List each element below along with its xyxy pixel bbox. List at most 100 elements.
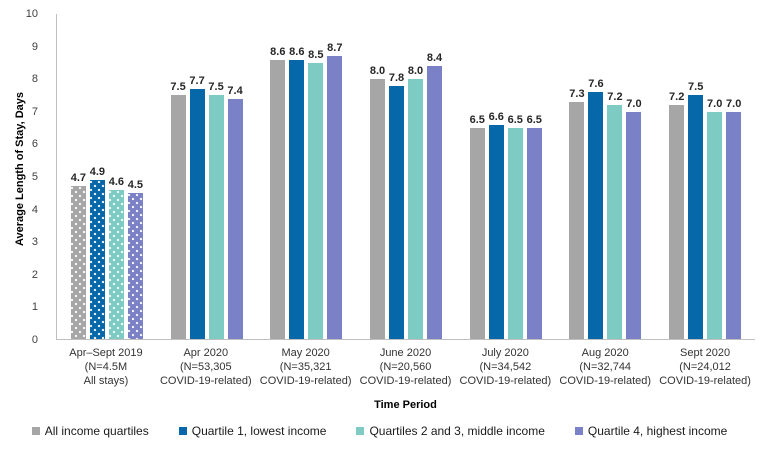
bar-value-label: 8.5 bbox=[308, 48, 324, 61]
y-tick-label: 3 bbox=[31, 236, 38, 249]
x-category-label-line: COVID-19-related) bbox=[659, 374, 751, 387]
bar: 7.0 bbox=[726, 98, 741, 339]
bar: 4.7 bbox=[71, 172, 86, 339]
bar-value-label: 8.7 bbox=[327, 42, 343, 55]
legend-label: Quartile 1, lowest income bbox=[191, 424, 327, 438]
legend-label: Quartiles 2 and 3, middle income bbox=[369, 424, 545, 438]
plot-area: 4.7 4.9 4.6 4.5 7.5 7.7 7.5 7.4 8.6 8.6 8.5 8.7 8.0 7… bbox=[56, 14, 755, 340]
bar-value-label: 6.5 bbox=[507, 113, 523, 126]
bar: 6.5 bbox=[470, 114, 485, 339]
bar-value-label: 8.4 bbox=[426, 52, 443, 64]
bar: 7.0 bbox=[626, 98, 642, 339]
y-tick-label: 10 bbox=[25, 8, 38, 20]
x-category-label-line: (N=24,012 bbox=[679, 360, 731, 373]
x-category-label-line: Aug 2020 bbox=[581, 347, 629, 359]
x-category-label: May 2020 (N=35,321 COVID-19-related) bbox=[256, 347, 356, 389]
x-category-label: Apr–Sept 2019 (N=4.5M All stays) bbox=[56, 347, 156, 389]
bar-value-label: 7.5 bbox=[688, 81, 704, 94]
legend-label: All income quartiles bbox=[44, 424, 149, 438]
legend-item: Quartile 1, lowest income bbox=[178, 424, 327, 438]
bar: 4.9 bbox=[90, 166, 105, 339]
x-axis-title: Time Period bbox=[374, 399, 437, 411]
y-tick-label: 2 bbox=[31, 268, 38, 281]
x-category-label-line: May 2020 bbox=[281, 347, 330, 359]
legend-swatch bbox=[178, 427, 187, 435]
x-category-label-line: (N=4.5M bbox=[84, 360, 128, 373]
bar-value-label: 6.6 bbox=[488, 110, 504, 123]
legend-item: Quartiles 2 and 3, middle income bbox=[356, 424, 545, 438]
bar-value-label: 7.2 bbox=[669, 91, 685, 103]
bar: 7.7 bbox=[189, 75, 205, 339]
bar: 4.5 bbox=[128, 179, 143, 339]
y-tick-label: 0 bbox=[31, 334, 38, 346]
legend-item: Quartile 4, highest income bbox=[574, 424, 728, 438]
bar: 8.6 bbox=[270, 46, 285, 339]
x-category-label-line: COVID-19-related) bbox=[559, 374, 652, 387]
bar-value-label: 7.7 bbox=[189, 74, 205, 87]
legend-swatch bbox=[31, 427, 40, 435]
bar-value-label: 7.6 bbox=[588, 78, 604, 90]
x-category-label-line: COVID-19-related) bbox=[159, 374, 252, 387]
bar: 7.2 bbox=[607, 91, 623, 339]
bar: 8.6 bbox=[289, 46, 304, 339]
bar-value-label: 7.8 bbox=[388, 71, 405, 84]
legend-label: Quartile 4, highest income bbox=[587, 424, 728, 438]
bar-value-label: 6.5 bbox=[469, 113, 485, 126]
bar-group: 7.5 7.7 7.5 7.4 bbox=[157, 14, 257, 339]
legend-item: All income quartiles bbox=[31, 424, 149, 438]
x-category-label-line: Apr–Sept 2019 bbox=[69, 347, 143, 359]
y-tick-label: 6 bbox=[31, 138, 38, 151]
x-category-label-line: (N=34,542 bbox=[479, 360, 532, 373]
x-category-label-line: July 2020 bbox=[481, 347, 529, 359]
y-tick-label: 8 bbox=[31, 73, 38, 86]
bar-value-label: 7.2 bbox=[607, 91, 623, 103]
bar: 7.5 bbox=[208, 81, 224, 339]
x-category-label-line: (N=20,560 bbox=[379, 360, 432, 373]
bar-value-label: 8.0 bbox=[407, 65, 424, 77]
bar-value-label: 4.6 bbox=[108, 175, 125, 188]
x-category-label-line: COVID-19-related) bbox=[459, 374, 552, 387]
x-category-label-line: (N=53,305 bbox=[179, 360, 232, 373]
bar: 7.2 bbox=[669, 91, 684, 339]
y-tick-label: 4 bbox=[31, 203, 38, 216]
bar-group: 7.3 7.6 7.2 7.0 bbox=[556, 14, 656, 339]
bar-value-label: 4.7 bbox=[70, 172, 87, 185]
bar-value-label: 7.0 bbox=[626, 97, 642, 110]
bar: 8.5 bbox=[308, 49, 323, 339]
bar-value-label: 7.0 bbox=[726, 97, 742, 110]
bar-value-label: 7.3 bbox=[569, 87, 585, 100]
y-tick-label: 5 bbox=[31, 171, 38, 183]
x-category-label-line: Apr 2020 bbox=[183, 347, 229, 359]
bar-value-label: 4.9 bbox=[89, 165, 106, 178]
y-tick-label: 1 bbox=[31, 301, 38, 314]
bar: 7.8 bbox=[389, 72, 404, 339]
bar: 7.4 bbox=[227, 85, 243, 339]
bar: 8.7 bbox=[327, 42, 342, 339]
legend: All income quartiles Quartile 1, lowest i… bbox=[0, 424, 759, 438]
bar-value-label: 7.0 bbox=[707, 97, 723, 110]
bar: 6.6 bbox=[489, 111, 504, 339]
bar-value-label: 4.5 bbox=[127, 178, 144, 191]
x-category-label-line: All stays) bbox=[83, 374, 129, 387]
bar: 6.5 bbox=[508, 114, 523, 339]
bar-value-label: 8.0 bbox=[369, 65, 386, 77]
bar-value-label: 7.5 bbox=[170, 81, 186, 94]
x-category-label-line: June 2020 bbox=[379, 347, 432, 359]
x-category-labels: Apr–Sept 2019 (N=4.5M All stays) Apr 2020 (N… bbox=[56, 347, 755, 389]
x-category-label-line: COVID-19-related) bbox=[259, 374, 352, 387]
bar-value-label: 6.5 bbox=[526, 113, 542, 126]
bar-group: 6.5 6.6 6.5 6.5 bbox=[456, 14, 556, 339]
x-category-label-line: Sept 2020 bbox=[680, 347, 731, 359]
y-axis-ticks: 0 1 2 3 4 5 6 7 8 9 10 bbox=[0, 8, 46, 346]
bar: 7.6 bbox=[588, 78, 604, 339]
bar-group: 8.0 7.8 8.0 8.4 bbox=[356, 14, 456, 339]
y-tick-label: 7 bbox=[31, 105, 38, 118]
bar: 4.6 bbox=[109, 176, 124, 339]
bar: 7.0 bbox=[707, 98, 722, 339]
bar: 7.5 bbox=[688, 81, 703, 339]
x-category-label: July 2020 (N=34,542 COVID-19-related) bbox=[455, 347, 555, 389]
bar-group: 8.6 8.6 8.5 8.7 bbox=[256, 14, 356, 339]
bar: 8.0 bbox=[408, 65, 423, 339]
x-category-label: Sept 2020 (N=24,012 COVID-19-related) bbox=[655, 347, 755, 389]
